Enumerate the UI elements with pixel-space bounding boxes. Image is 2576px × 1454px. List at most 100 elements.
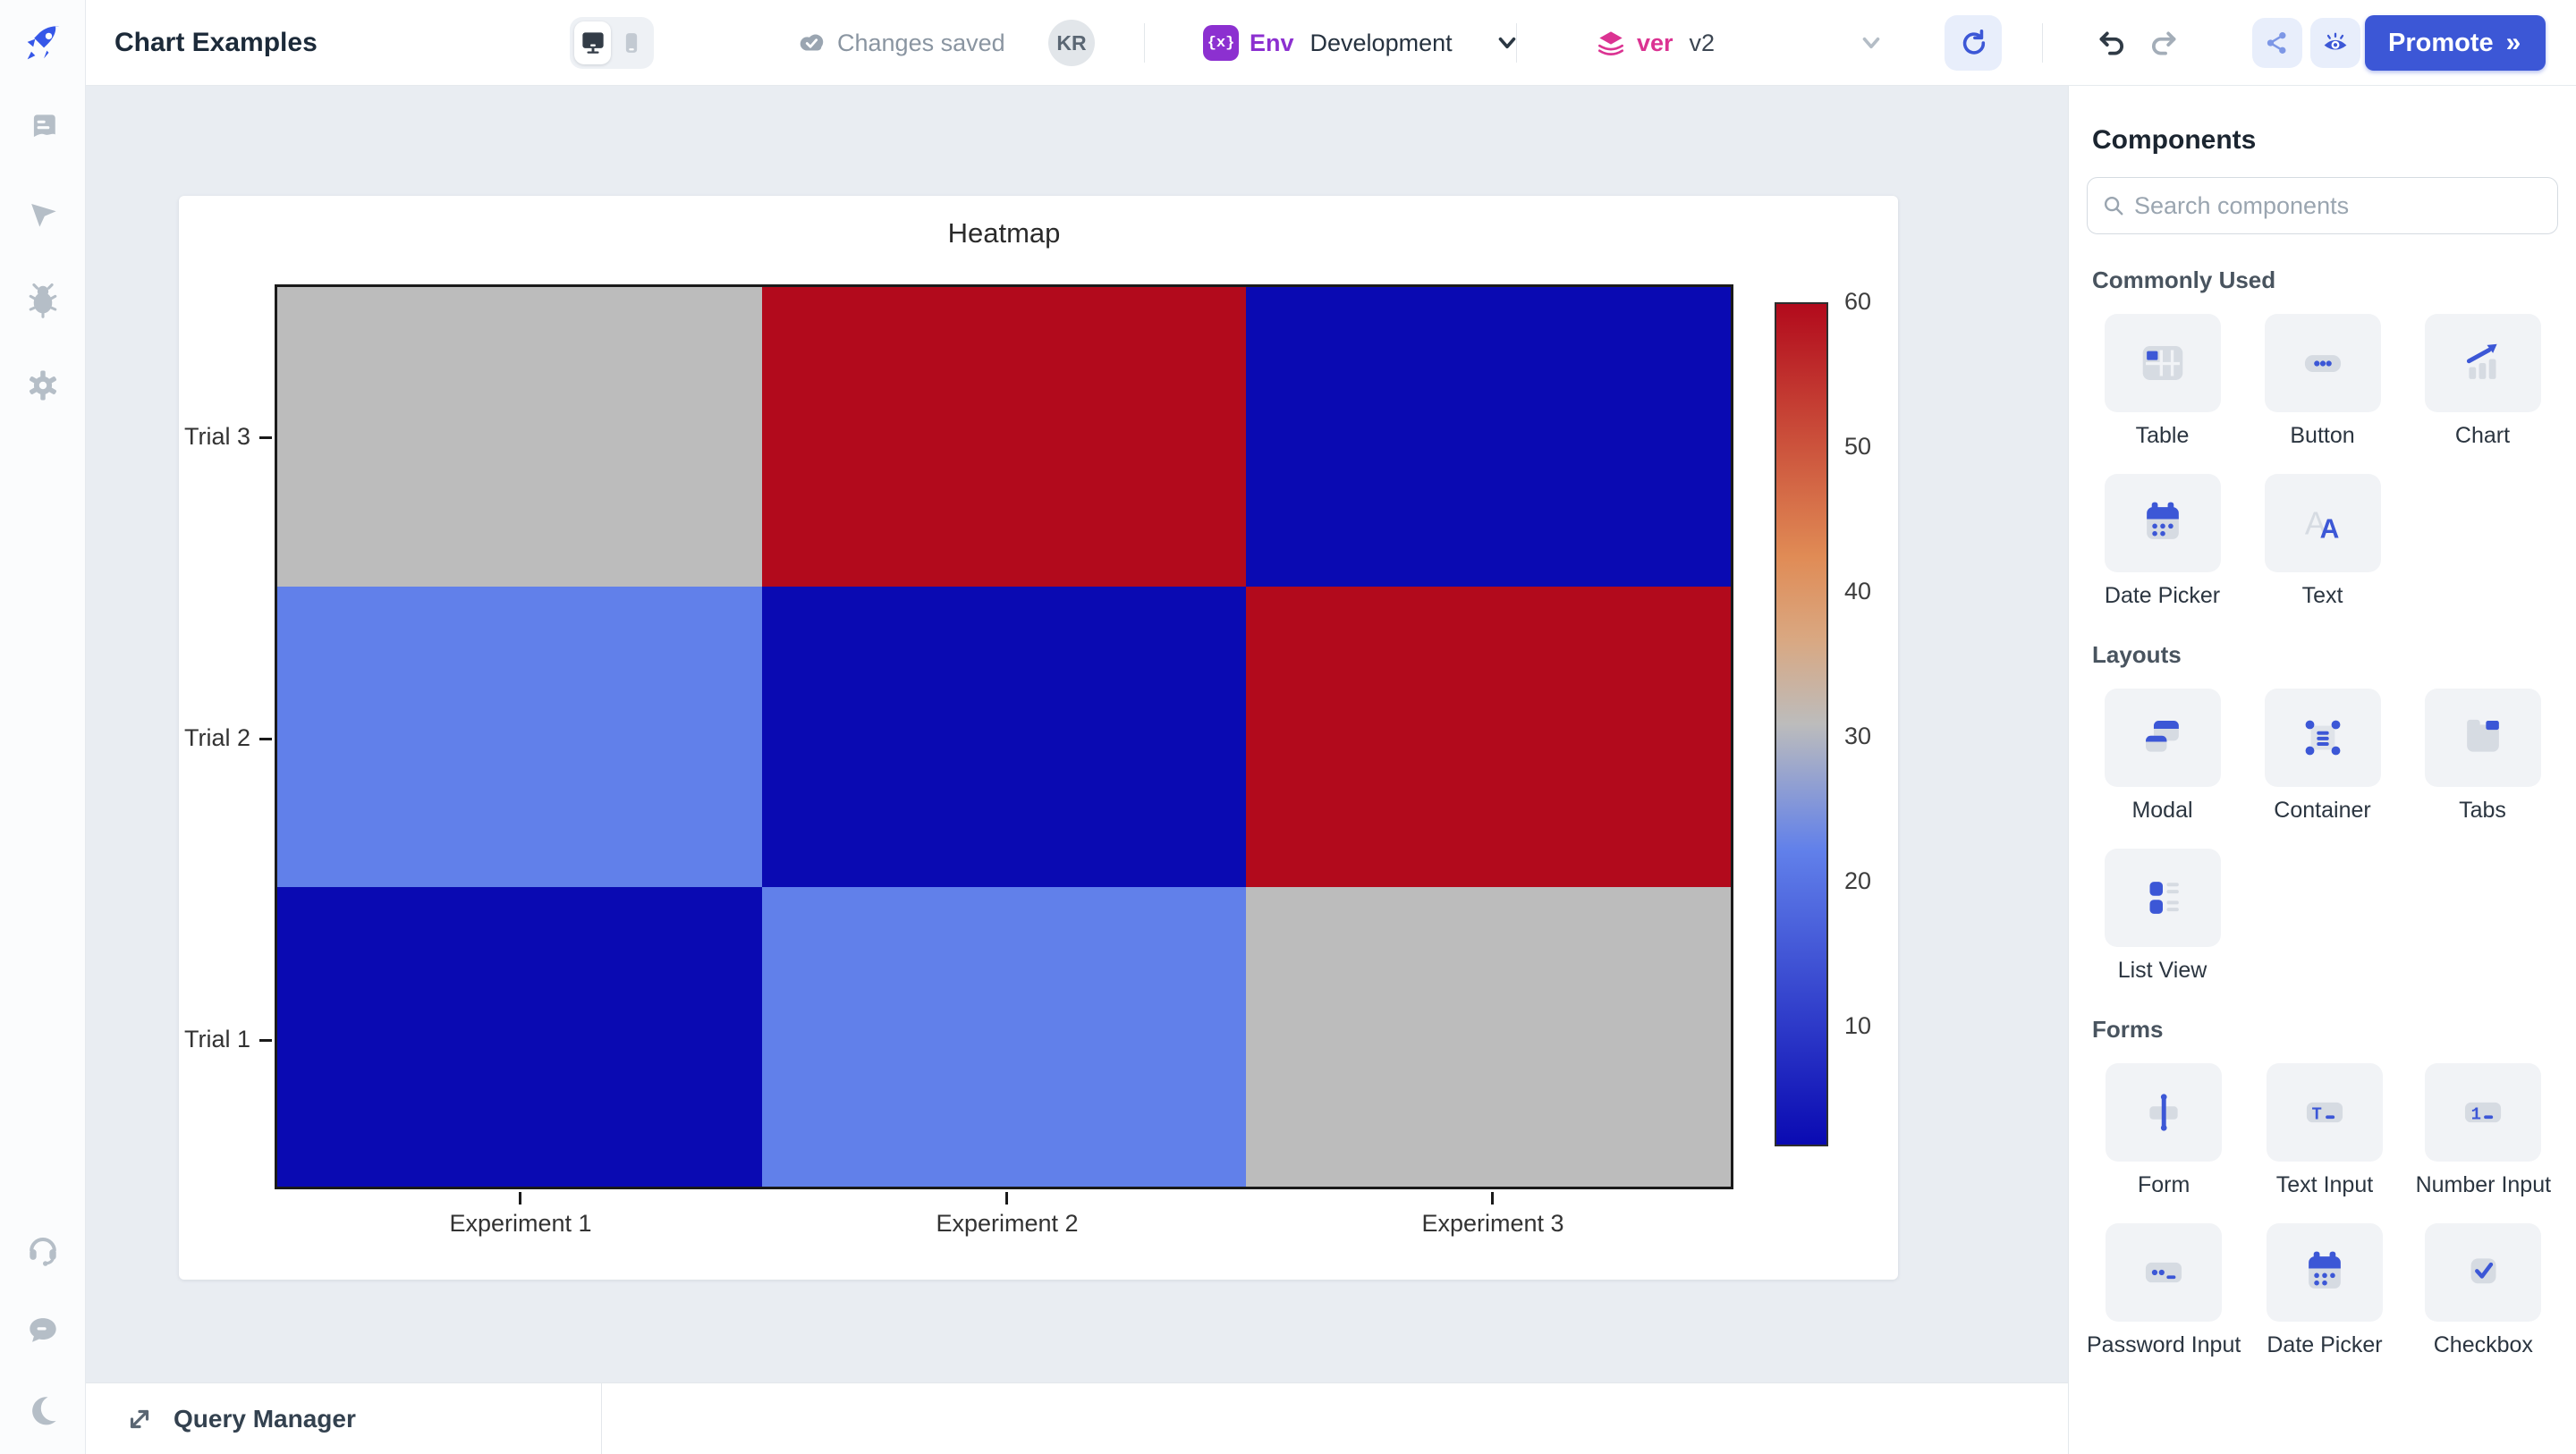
avatar[interactable]: KR (1048, 20, 1095, 66)
component-card-button[interactable]: Button (2247, 314, 2398, 449)
heatmap-cell (761, 287, 1247, 588)
component-card-text[interactable]: A A Text (2247, 474, 2398, 609)
colorbar-tick-label: 50 (1844, 433, 1872, 460)
promote-label: Promote (2388, 28, 2494, 57)
eye-icon (2324, 32, 2347, 50)
promote-button[interactable]: Promote » (2365, 15, 2546, 71)
editor-canvas[interactable]: Heatmap Trial 3 Trial 2 Trial 1 (86, 86, 2068, 1382)
component-grid: Modal Container (2087, 689, 2558, 984)
x-tick-label: Experiment 2 (936, 1210, 1079, 1237)
component-label: Container (2274, 798, 2371, 823)
component-card-chart[interactable]: Chart (2407, 314, 2558, 449)
component-card-date-picker[interactable]: Date Picker (2087, 474, 2238, 609)
expand-icon[interactable] (122, 1401, 157, 1437)
divider (601, 1383, 602, 1454)
heatmap-cell (277, 587, 762, 887)
chat-icon[interactable] (22, 1309, 64, 1350)
component-label: Number Input (2415, 1172, 2552, 1197)
calendar-icon (2266, 1223, 2383, 1322)
colorbar-tick-label: 40 (1844, 578, 1872, 604)
component-grid: Table Button (2087, 314, 2558, 609)
rail-bottom (22, 1229, 64, 1431)
section-label: Forms (2092, 1016, 2164, 1043)
component-card-number-input[interactable]: 1 Number Input (2409, 1063, 2558, 1198)
x-tick (519, 1192, 521, 1205)
component-card-text-input[interactable]: T Text Input (2250, 1063, 2399, 1198)
component-grid: Form T Text Input 1 (2087, 1063, 2558, 1358)
section-label: Layouts (2092, 641, 2182, 668)
component-card-date-picker-form[interactable]: Date Picker (2250, 1223, 2399, 1358)
cloud-check-icon (800, 34, 824, 51)
version-select[interactable]: ver v2 (1594, 0, 1885, 86)
desktop-view-button[interactable] (574, 21, 611, 64)
ver-value: v2 (1689, 29, 1716, 56)
x-tick (1005, 1192, 1008, 1205)
component-search[interactable] (2087, 177, 2558, 234)
tabs-icon (2424, 689, 2541, 787)
divider (2042, 23, 2043, 63)
support-icon[interactable] (22, 1229, 64, 1270)
query-manager-toggle[interactable]: Query Manager (174, 1404, 356, 1433)
component-label: Table (2135, 423, 2190, 448)
page-title: Chart Examples (114, 28, 318, 57)
avatar-initials: KR (1056, 30, 1087, 55)
pointer-icon[interactable] (22, 193, 64, 234)
y-tick (259, 436, 272, 439)
rail-nav (22, 107, 64, 406)
password-input-icon (2106, 1223, 2223, 1322)
debug-icon[interactable] (22, 279, 64, 320)
text-input-icon: T (2266, 1063, 2383, 1162)
component-card-container[interactable]: Container (2247, 689, 2398, 824)
search-input[interactable] (2133, 191, 2543, 220)
desktop-monitor-icon (581, 32, 604, 54)
colorbar-tick-label: 30 (1844, 723, 1872, 749)
component-card-list-view[interactable]: List View (2087, 849, 2238, 984)
chevron-down-icon (1862, 37, 1880, 49)
heatmap-cell (761, 886, 1247, 1187)
refresh-button[interactable] (1945, 15, 2002, 71)
environment-select[interactable]: {x} Env Development (1203, 0, 1521, 86)
dark-mode-icon[interactable] (22, 1390, 64, 1431)
x-tick-label: Experiment 3 (1421, 1210, 1564, 1237)
component-card-tabs[interactable]: Tabs (2407, 689, 2558, 824)
component-label: Button (2290, 423, 2355, 448)
table-icon (2104, 314, 2221, 412)
component-label: Date Picker (2267, 1332, 2383, 1357)
heatmap-cell (277, 287, 762, 588)
layers-icon (1597, 31, 1624, 56)
component-card-modal[interactable]: Modal (2087, 689, 2238, 824)
x-tick-label: Experiment 1 (449, 1210, 592, 1237)
modal-icon (2104, 689, 2221, 787)
svg-text:A: A (2304, 505, 2326, 541)
divider (1144, 23, 1145, 63)
component-label: Checkbox (2433, 1332, 2533, 1357)
y-tick-label: Trial 3 (183, 423, 250, 450)
ver-label: ver (1637, 29, 1674, 56)
component-label: Modal (2131, 798, 2193, 823)
component-card-table[interactable]: Table (2087, 314, 2238, 449)
component-label: Form (2138, 1172, 2190, 1197)
list-view-icon (2104, 849, 2221, 947)
app-logo-icon[interactable] (0, 0, 85, 86)
chart-title: Heatmap (947, 217, 1061, 249)
settings-icon[interactable] (22, 365, 64, 406)
chart-component[interactable]: Heatmap Trial 3 Trial 2 Trial 1 (179, 196, 1898, 1280)
undo-button[interactable] (2088, 15, 2134, 71)
docs-icon[interactable] (22, 107, 64, 148)
save-status-text: Changes saved (837, 29, 1005, 56)
section-label: Commonly Used (2092, 266, 2276, 293)
preview-button[interactable] (2310, 18, 2360, 68)
save-status: Changes saved (796, 0, 1005, 86)
component-card-password-input[interactable]: Password Input (2087, 1223, 2241, 1358)
share-button[interactable] (2252, 18, 2302, 68)
heatmap-plot: Trial 3 Trial 2 Trial 1 Experiment 1 Exp… (184, 284, 1733, 1237)
mobile-view-button[interactable] (613, 21, 649, 64)
form-cursor-icon (2106, 1063, 2223, 1162)
component-card-checkbox[interactable]: Checkbox (2409, 1223, 2558, 1358)
redo-button[interactable] (2141, 15, 2188, 71)
component-card-form[interactable]: Form (2087, 1063, 2241, 1198)
env-value: Development (1309, 29, 1453, 56)
text-icon: A A (2264, 474, 2381, 572)
colorbar (1775, 302, 1828, 1146)
redo-icon (2152, 31, 2176, 55)
